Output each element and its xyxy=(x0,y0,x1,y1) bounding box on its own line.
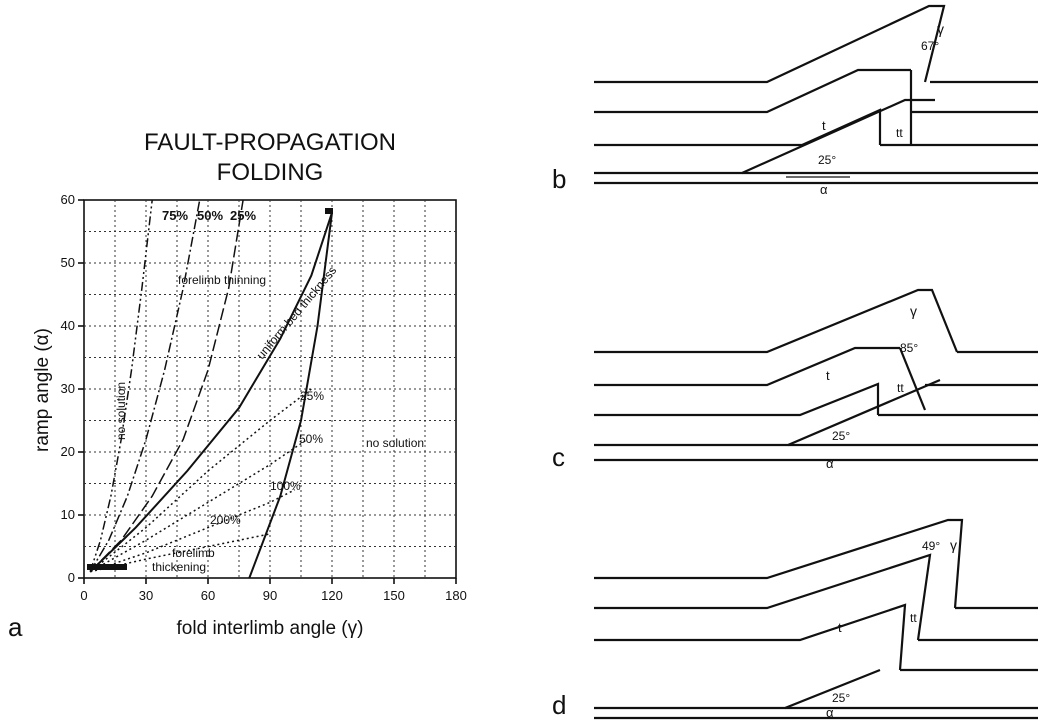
label-25-dotted: 25% xyxy=(300,389,324,403)
panel-d-second-bed xyxy=(594,553,932,641)
panel-d-top-bed xyxy=(594,518,964,609)
panel-d: 49° γ t tt 25° α xyxy=(594,518,1038,720)
panel-b-top-bed xyxy=(594,4,946,84)
panel-d-t: t xyxy=(838,620,842,635)
panel-c-top-bed xyxy=(594,288,959,354)
x-axis-label: fold interlimb angle (γ) xyxy=(177,618,364,639)
series-line-1 xyxy=(89,199,201,573)
panel-d-gamma: γ xyxy=(950,537,957,553)
chart: 0 30 60 90 120 150 180 0 10 20 30 40 50 60 75% 50% 2… xyxy=(32,192,467,639)
panel-c: 85° γ t tt 25° α xyxy=(594,288,1038,471)
x-ticks: 0 30 60 90 120 150 180 xyxy=(80,578,467,603)
label-uniform-bed: uniform bed thickness xyxy=(254,264,340,362)
annotation-no-solution-right: no solution xyxy=(366,436,424,450)
x-tick-label: 60 xyxy=(201,588,215,603)
panel-b-tt: tt xyxy=(896,126,903,140)
panel-b-ramp xyxy=(594,98,935,175)
annotation-forelimb-thinning: forelimb thinning xyxy=(178,273,266,287)
y-tick-label: 50 xyxy=(61,255,75,270)
panel-c-third-bed xyxy=(594,382,880,417)
panel-d-tt: tt xyxy=(910,611,917,625)
panel-label-b: b xyxy=(552,164,566,194)
annotation-forelimb-thickening-2: thickening xyxy=(152,560,206,574)
panel-c-ramp xyxy=(594,378,941,447)
series-line-2 xyxy=(89,199,244,573)
series-line-3 xyxy=(89,212,333,573)
panel-c-second-bed xyxy=(594,346,900,387)
panel-c-alpha: α xyxy=(826,456,834,471)
annotation-forelimb-thickening-1: forelimb xyxy=(172,546,215,560)
label-100-dotted: 100% xyxy=(270,479,301,493)
panel-b-third-bed xyxy=(594,108,882,147)
x-tick-label: 30 xyxy=(139,588,153,603)
label-75: 75% xyxy=(162,208,188,223)
chart-title-line1: FAULT-PROPAGATION xyxy=(144,129,396,156)
series-line-5 xyxy=(89,438,308,573)
y-tick-label: 20 xyxy=(61,444,75,459)
panel-d-third-bed xyxy=(594,603,907,671)
panel-d-ramp-angle: 25° xyxy=(832,691,850,705)
label-200-dotted: 200% xyxy=(210,513,241,527)
panel-b-alpha: α xyxy=(820,182,828,197)
y-tick-label: 30 xyxy=(61,381,75,396)
panel-b-gamma: γ xyxy=(937,21,944,37)
panel-label-d: d xyxy=(552,690,566,720)
label-50-dotted: 50% xyxy=(299,432,323,446)
panel-c-forelimb xyxy=(898,347,927,411)
panel-d-alpha: α xyxy=(826,705,834,720)
x-tick-label: 150 xyxy=(383,588,405,603)
panel-b-ramp-angle: 25° xyxy=(818,153,836,167)
panel-b-angle-top: 67° xyxy=(921,39,939,53)
chart-title-line2: FOLDING xyxy=(217,159,324,186)
panel-d-angle-top: 49° xyxy=(922,539,940,553)
label-50: 50% xyxy=(197,208,223,223)
grid xyxy=(84,200,456,578)
y-tick-label: 60 xyxy=(61,192,75,207)
series-line-6 xyxy=(89,489,296,573)
endpoint-mark xyxy=(325,208,333,214)
x-tick-label: 120 xyxy=(321,588,343,603)
series-group xyxy=(89,199,333,579)
panel-b-second-bed xyxy=(594,68,911,114)
panel-c-gamma: γ xyxy=(910,303,917,319)
panel-b-t: t xyxy=(822,118,826,133)
x-tick-label: 90 xyxy=(263,588,277,603)
x-tick-label: 180 xyxy=(445,588,467,603)
series-line-8 xyxy=(248,212,333,579)
y-axis-label: ramp angle (α) xyxy=(32,328,53,452)
origin-bundle-mark xyxy=(87,564,127,570)
series-line-0 xyxy=(89,199,153,572)
panel-label-c: c xyxy=(552,442,565,472)
y-tick-label: 10 xyxy=(61,507,75,522)
panel-c-ramp-angle: 25° xyxy=(832,429,850,443)
panel-label-a: a xyxy=(8,612,23,642)
y-tick-label: 0 xyxy=(68,570,75,585)
series-line-4 xyxy=(89,388,312,573)
panel-b: 67° γ t tt 25° α xyxy=(594,4,1038,197)
y-tick-label: 40 xyxy=(61,318,75,333)
panel-c-t: t xyxy=(826,368,830,383)
annotation-no-solution-left: no solution xyxy=(114,382,128,440)
panel-c-angle-top: 85° xyxy=(900,341,918,355)
label-25: 25% xyxy=(230,208,256,223)
y-ticks: 0 10 20 30 40 50 60 xyxy=(61,192,84,585)
panel-c-tt: tt xyxy=(897,381,904,395)
x-tick-label: 0 xyxy=(80,588,87,603)
